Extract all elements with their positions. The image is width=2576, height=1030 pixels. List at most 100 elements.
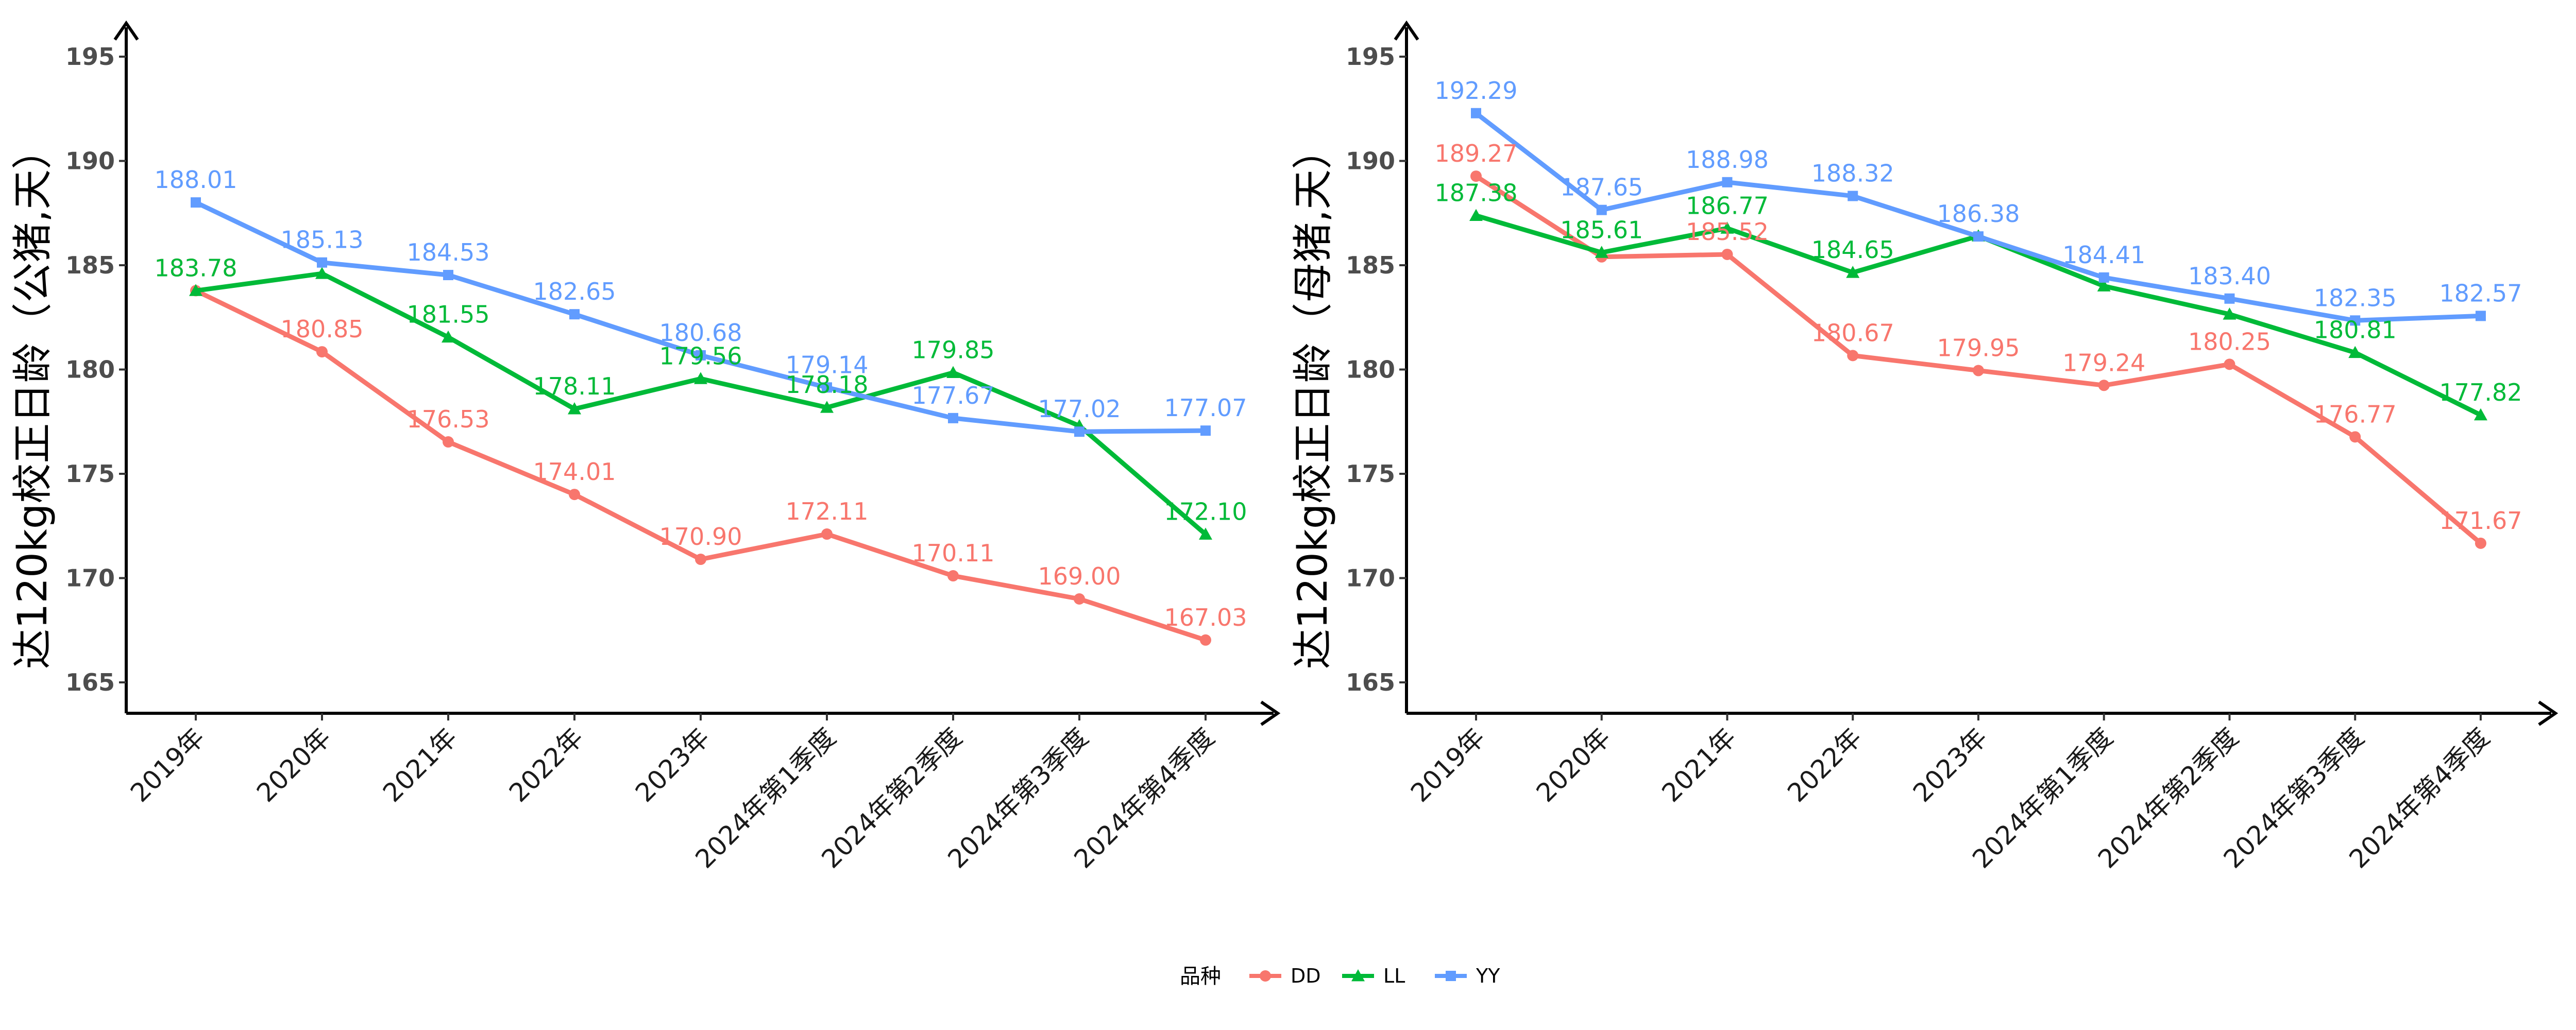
data-label: 177.07 [1164,394,1247,422]
y-axis-arrow-icon [1394,20,1419,41]
data-label: 179.14 [786,351,869,379]
data-point [2097,279,2111,291]
data-point [2475,537,2486,549]
data-label: 181.55 [407,301,490,329]
data-label: 180.85 [281,315,364,343]
data-label: 179.56 [659,342,742,370]
data-point [568,402,581,415]
data-point [1469,209,1483,221]
data-point [442,330,455,343]
data-label: 188.01 [155,166,238,194]
data-point [1199,527,1212,540]
data-label: 177.67 [912,382,995,409]
data-point [316,346,328,358]
data-point [822,382,832,393]
data-label: 183.40 [2188,262,2271,290]
data-point [1200,634,1211,646]
data-label: 169.00 [1038,562,1121,590]
series-ll [189,267,1212,540]
data-label: 172.11 [786,497,869,525]
data-point [2098,272,2109,283]
legend: 品种 DD LL YY [1180,965,1500,988]
data-label: 188.32 [1811,160,1894,187]
data-label: 185.61 [1560,216,1643,244]
data-point [191,197,201,208]
data-point [946,366,960,378]
data-label: 183.78 [155,254,238,282]
data-label: 180.67 [1811,319,1894,347]
data-label: 192.29 [1435,77,1518,105]
data-label: 184.65 [1811,236,1894,264]
y-tick-label: 195 [65,43,115,71]
data-label: 176.53 [407,405,490,433]
x-tick-label: 2023年 [1907,722,1993,808]
data-label: 176.77 [2314,400,2397,428]
y-axis-label: 达120kg校正日龄（公猪,天） [10,129,56,669]
data-point [2348,346,2362,358]
data-label: 180.68 [659,319,742,347]
data-point [443,270,453,281]
data-point [1720,221,1734,234]
series-dd [1470,170,2486,549]
data-label: 179.95 [1937,334,2020,362]
data-label: 167.03 [1164,604,1247,631]
x-tick-label: 2021年 [1656,722,1742,808]
legend-marker-icon [1351,969,1365,982]
data-label: 174.01 [533,458,616,486]
x-tick-label: 2019年 [1405,722,1490,808]
data-label: 170.11 [912,539,995,567]
legend-label: DD [1291,965,1321,987]
legend-item-dd: DD [1249,965,1321,987]
x-tick-label: 2023年 [630,722,715,808]
chart-panel-sow: 165 170 175 180 185 190 195 2019年 2020年 2021年 2022… [1290,20,2558,874]
legend-item-yy: YY [1435,965,1500,987]
data-label: 182.35 [2314,284,2397,312]
data-point [820,401,834,413]
data-point [2474,408,2487,421]
y-axis-label: 达120kg校正日龄（母猪,天） [1290,129,1336,669]
data-point [1846,266,1860,278]
data-point [189,284,202,296]
y-tick-label: 165 [1346,668,1395,696]
y-tick-label: 175 [1346,460,1395,488]
y-tick-label: 170 [1346,564,1395,592]
y-axis-arrow-icon [113,20,139,41]
x-tick-label: 2020年 [1531,722,1616,808]
data-point [948,413,958,423]
y-tick-label: 180 [1346,356,1395,384]
x-tick-label: 2021年 [377,722,463,808]
data-point [1722,177,1733,187]
legend-marker-icon [1260,970,1271,982]
data-point [1471,108,1481,118]
data-point [443,436,454,448]
data-point [2223,307,2236,320]
x-tick-label: 2020年 [251,722,336,808]
data-label: 184.41 [2062,241,2145,269]
y-tick-label: 185 [65,251,115,279]
data-point [947,570,959,582]
data-label: 171.67 [2439,507,2522,535]
data-point [1074,593,1085,605]
legend-marker-icon [1446,971,1456,981]
series-yy [1471,108,2486,326]
data-label: 185.13 [281,226,364,254]
data-label: 178.11 [533,372,616,400]
data-point [694,372,707,384]
x-tick-label: 2019年 [125,722,210,808]
data-point [1721,248,1733,260]
x-axis-arrow-icon [2538,700,2558,726]
data-label: 188.98 [1686,146,1769,174]
data-label: 187.65 [1560,174,1643,201]
chart-panel-boar: 165 170 175 180 185 190 195 2019年 2020年 2021年 2022… [10,20,1281,874]
data-point [2224,293,2235,304]
data-point [1595,246,1608,258]
data-point [821,528,833,540]
data-label: 172.10 [1164,497,1247,525]
data-label: 170.90 [659,523,742,551]
legend-label: LL [1383,965,1405,987]
data-point [1200,425,1211,436]
data-point [1470,170,1482,182]
data-label: 184.53 [407,238,490,266]
x-tick-label: 2022年 [503,722,589,808]
